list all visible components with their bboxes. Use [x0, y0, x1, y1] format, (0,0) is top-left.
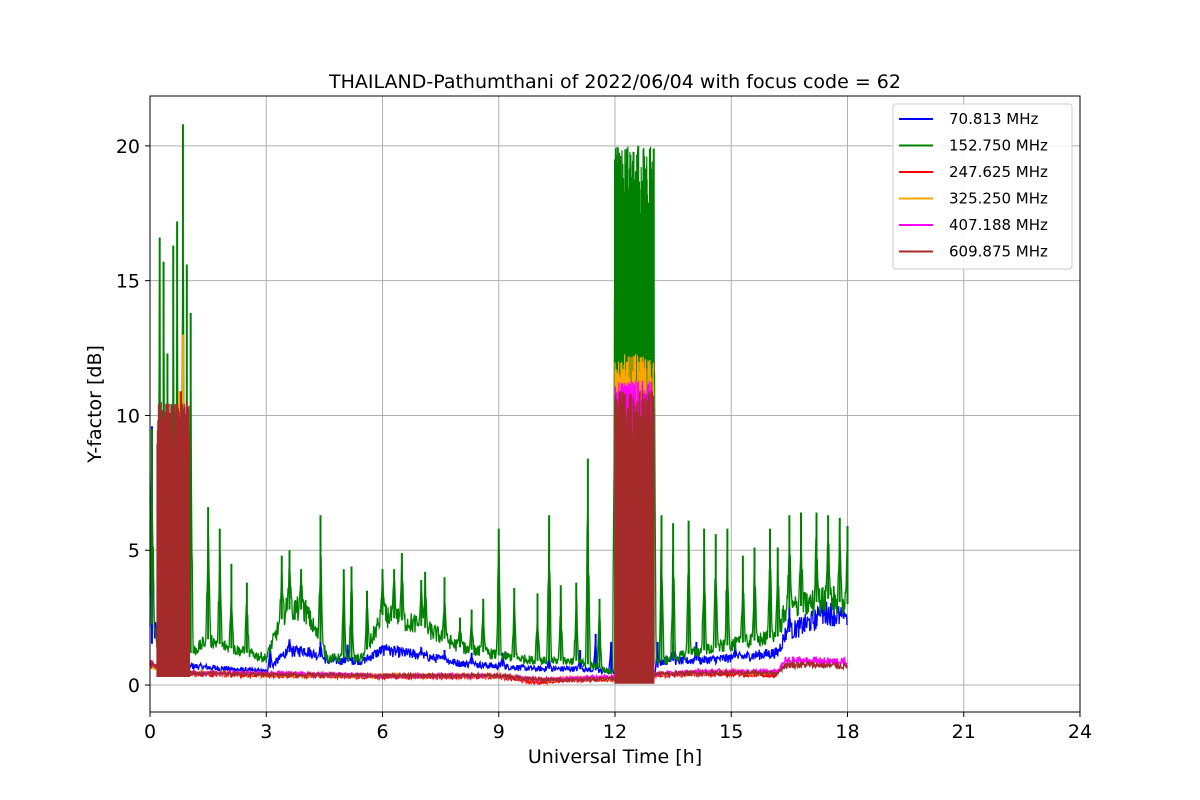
x-tick-label: 24	[1068, 721, 1092, 743]
y-axis-label: Y-factor [dB]	[84, 345, 106, 464]
x-tick-label: 0	[144, 721, 156, 743]
y-tick-label: 10	[116, 405, 140, 427]
legend-box	[892, 103, 1073, 270]
y-ticks: 0 5 10 15 20	[116, 136, 150, 697]
x-tick-label: 15	[719, 721, 743, 743]
y-tick-label: 0	[128, 675, 140, 697]
dense-block-path	[614, 389, 655, 684]
x-tick-label: 3	[260, 721, 272, 743]
x-tick-label: 6	[376, 721, 388, 743]
x-axis-label: Universal Time [h]	[528, 746, 702, 768]
legend-entry-label: 152.750 MHz	[949, 137, 1048, 155]
x-tick-label: 12	[603, 721, 627, 743]
dense-block	[156, 402, 190, 677]
chart-title: THAILAND-Pathumthani of 2022/06/04 with …	[328, 71, 901, 93]
y-tick-label: 20	[116, 136, 140, 158]
legend: 70.813 MHz 152.750 MHz 247.625 MHz 325.250 …	[892, 103, 1073, 270]
series-line	[149, 449, 848, 679]
dense-block-path	[156, 402, 190, 677]
legend-entry-label: 407.188 MHz	[949, 216, 1048, 234]
data-layer	[149, 124, 849, 686]
legend-entry-label: 247.625 MHz	[949, 163, 1048, 181]
legend-entry-label: 325.250 MHz	[949, 190, 1048, 208]
x-tick-label: 18	[835, 721, 859, 743]
y-tick-label: 5	[128, 540, 140, 562]
legend-entry-label: 609.875 MHz	[949, 243, 1048, 261]
x-ticks: 0 3 6 9 12 15 18 21 24	[144, 712, 1092, 743]
x-tick-label: 9	[493, 721, 505, 743]
series-line	[149, 410, 848, 684]
legend-entry-label: 70.813 MHz	[949, 110, 1038, 128]
y-tick-label: 15	[116, 271, 140, 293]
x-tick-label: 21	[952, 721, 976, 743]
dense-block	[614, 389, 655, 684]
